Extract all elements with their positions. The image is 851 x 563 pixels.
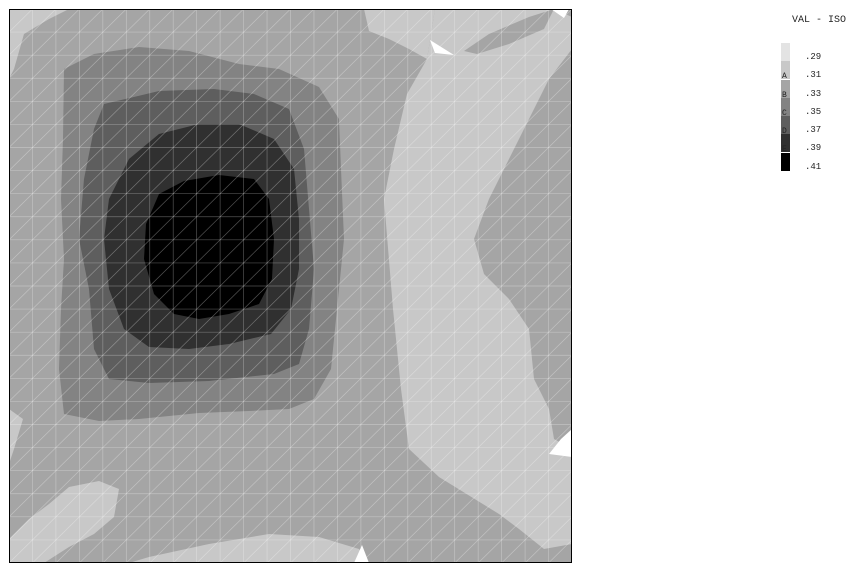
mesh-line	[9, 9, 268, 264]
legend-value: .29	[805, 52, 822, 62]
contour-band-a-top-left	[9, 9, 69, 79]
mesh-line	[9, 9, 549, 541]
mesh-line	[290, 285, 572, 563]
mesh-line	[9, 9, 127, 125]
mesh-line	[407, 400, 572, 563]
contour-band-b-top-right	[464, 9, 554, 54]
mesh-line	[149, 147, 572, 563]
mesh-line	[196, 193, 572, 563]
mesh-horizontal-lines	[9, 31, 572, 541]
contour-band-a-left-edge	[9, 409, 23, 464]
contour-band-a-bottom-left	[9, 481, 119, 563]
mesh-line	[9, 9, 362, 356]
legend-swatch	[781, 79, 790, 98]
mesh-line	[431, 424, 572, 563]
legend-swatch	[781, 97, 790, 116]
mesh-line	[337, 331, 572, 563]
blank-cell-top	[430, 40, 454, 55]
mesh-line	[9, 9, 338, 333]
mesh-line	[9, 9, 150, 148]
legend-letter: E	[782, 145, 787, 155]
mesh-line	[9, 9, 174, 172]
mesh-line	[126, 123, 572, 563]
mesh-line	[454, 447, 572, 563]
mesh-line	[9, 9, 572, 563]
contour-plot	[9, 9, 572, 563]
mesh-line	[360, 354, 572, 563]
blank-cell-corner	[551, 9, 569, 18]
mesh-line	[9, 9, 244, 241]
contour-band-b-inner-right	[474, 49, 572, 449]
legend-value: .33	[805, 88, 822, 99]
legend-value: .37	[805, 125, 822, 136]
legend-value: .31	[805, 70, 822, 81]
mesh-line	[79, 77, 572, 563]
mesh-line	[9, 9, 409, 402]
mesh-line	[9, 9, 432, 425]
legend-value: .41	[805, 161, 822, 172]
mesh-line	[243, 239, 572, 563]
mesh-line	[9, 9, 291, 287]
legend-title: VAL - ISO	[792, 15, 847, 26]
legend-letter: D	[782, 127, 787, 137]
legend-swatch	[781, 116, 790, 135]
contour-band-a-bottom	[129, 534, 369, 563]
mesh-line	[9, 9, 502, 495]
blank-cell-right	[549, 429, 572, 457]
legend-value: .35	[805, 106, 822, 117]
mesh-line	[219, 216, 572, 563]
mesh-vertical-lines	[32, 9, 549, 563]
mesh-line	[9, 9, 455, 449]
mesh-line	[9, 9, 315, 310]
legend-letter: A	[782, 72, 787, 82]
mesh-line	[32, 31, 572, 563]
mesh-diagonal-lines	[9, 9, 572, 563]
mesh-line	[9, 9, 197, 195]
mesh-line	[9, 9, 479, 472]
legend-letter: C	[782, 108, 787, 118]
legend-swatch	[781, 134, 790, 153]
mesh-line	[9, 9, 221, 218]
mesh-line	[9, 9, 526, 518]
mesh-line	[172, 170, 572, 563]
legend-swatch	[781, 152, 790, 171]
mesh-line	[313, 308, 572, 563]
mesh-line	[55, 54, 572, 563]
legend-swatch	[781, 43, 790, 61]
legend-value: .39	[805, 143, 822, 154]
contour-band-a-top	[364, 9, 435, 59]
mesh-line	[9, 9, 385, 379]
mesh-line	[266, 262, 572, 563]
blank-cell-bottom	[354, 545, 369, 563]
legend-letter: B	[782, 90, 787, 100]
mesh-line	[384, 377, 572, 563]
legend-swatch	[781, 61, 790, 80]
contour-band-peak	[144, 175, 274, 319]
